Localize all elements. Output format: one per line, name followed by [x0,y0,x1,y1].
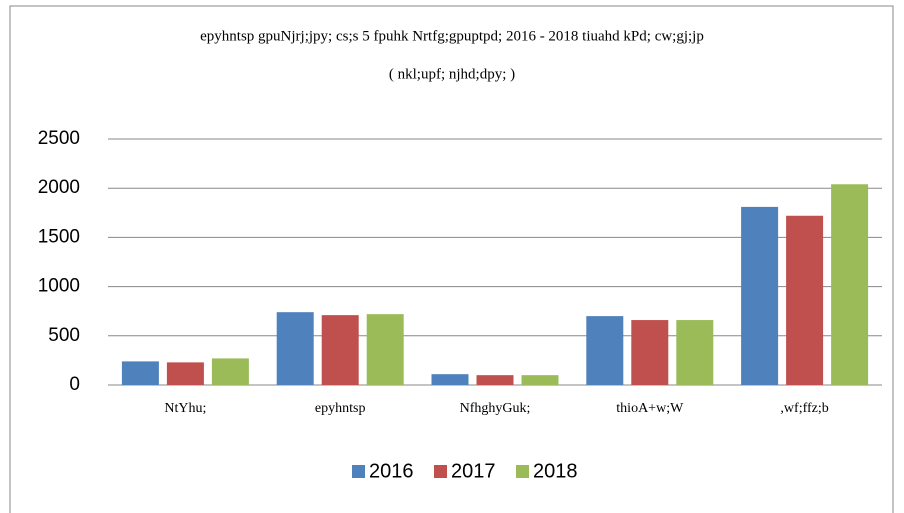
x-tick-label: thioA+w;W [616,401,684,416]
bar [276,312,314,385]
y-tick-label: 500 [48,325,80,346]
y-tick-label: 2500 [38,128,80,149]
bar [631,320,669,385]
bar [786,215,824,385]
bar [476,375,514,385]
chart-subtitle: ( nkl;upf; njhd;dpy; ) [389,66,515,82]
legend-label: 2017 [451,460,496,482]
legend-label: 2018 [533,460,578,482]
x-tick-label: NtYhu; [164,401,206,416]
bar [586,316,624,385]
bar [676,320,714,385]
bar [831,184,869,385]
bar [121,361,159,385]
y-tick-label: 0 [69,374,80,395]
x-tick-label: NfhghyGuk; [460,401,531,416]
legend-label: 2016 [369,460,414,482]
bar [741,206,779,385]
bar [166,362,204,385]
x-tick-label: ,wf;ffz;b [780,401,828,416]
legend-swatch [434,465,447,478]
bar [366,314,404,385]
bar [321,315,359,385]
x-tick-label: epyhntsp [315,401,366,416]
y-tick-label: 1000 [38,276,80,297]
bar [431,374,469,385]
chart-title: epyhntsp gpuNjrj;jpy; cs;s 5 fpuhk Nrtfg… [200,28,704,44]
bar [211,358,249,385]
y-tick-label: 2000 [38,177,80,198]
bar [521,375,559,385]
y-tick-label: 1500 [38,226,80,247]
legend-swatch [516,465,529,478]
legend-swatch [352,465,365,478]
